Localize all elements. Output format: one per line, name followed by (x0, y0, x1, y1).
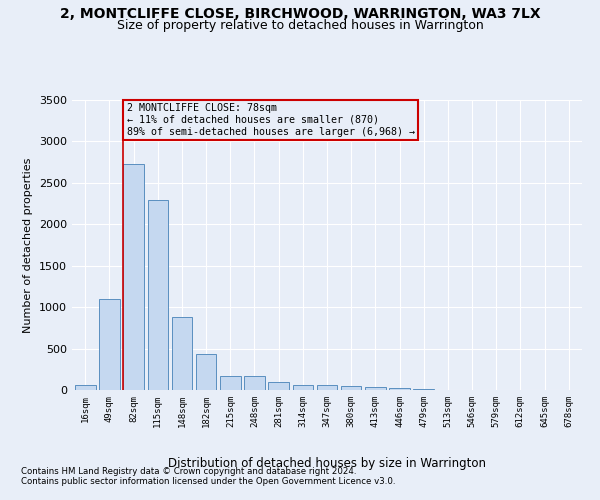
Bar (75, 386, 95, 390)
Bar (268, 382, 289, 390)
Bar (124, 164, 144, 390)
Bar (389, 388, 410, 390)
Text: Contains HM Land Registry data © Crown copyright and database right 2024.: Contains HM Land Registry data © Crown c… (21, 467, 356, 476)
Text: Size of property relative to detached houses in Warrington: Size of property relative to detached ho… (116, 19, 484, 32)
Bar (220, 376, 241, 390)
Text: Contains public sector information licensed under the Open Government Licence v3: Contains public sector information licen… (21, 477, 395, 486)
Bar (293, 384, 313, 390)
Bar (148, 200, 168, 390)
Bar (317, 386, 337, 390)
Text: 2, MONTCLIFFE CLOSE, BIRCHWOOD, WARRINGTON, WA3 7LX: 2, MONTCLIFFE CLOSE, BIRCHWOOD, WARRINGT… (59, 8, 541, 22)
Bar (365, 387, 386, 390)
Text: 2 MONTCLIFFE CLOSE: 78sqm
← 11% of detached houses are smaller (870)
89% of semi: 2 MONTCLIFFE CLOSE: 78sqm ← 11% of detac… (127, 104, 415, 136)
Y-axis label: Number of detached properties: Number of detached properties (23, 158, 34, 332)
Bar (244, 376, 265, 390)
Bar (196, 354, 217, 390)
Bar (99, 299, 120, 390)
Bar (341, 386, 361, 390)
Text: Distribution of detached houses by size in Warrington: Distribution of detached houses by size … (168, 458, 486, 470)
Bar (172, 317, 192, 390)
